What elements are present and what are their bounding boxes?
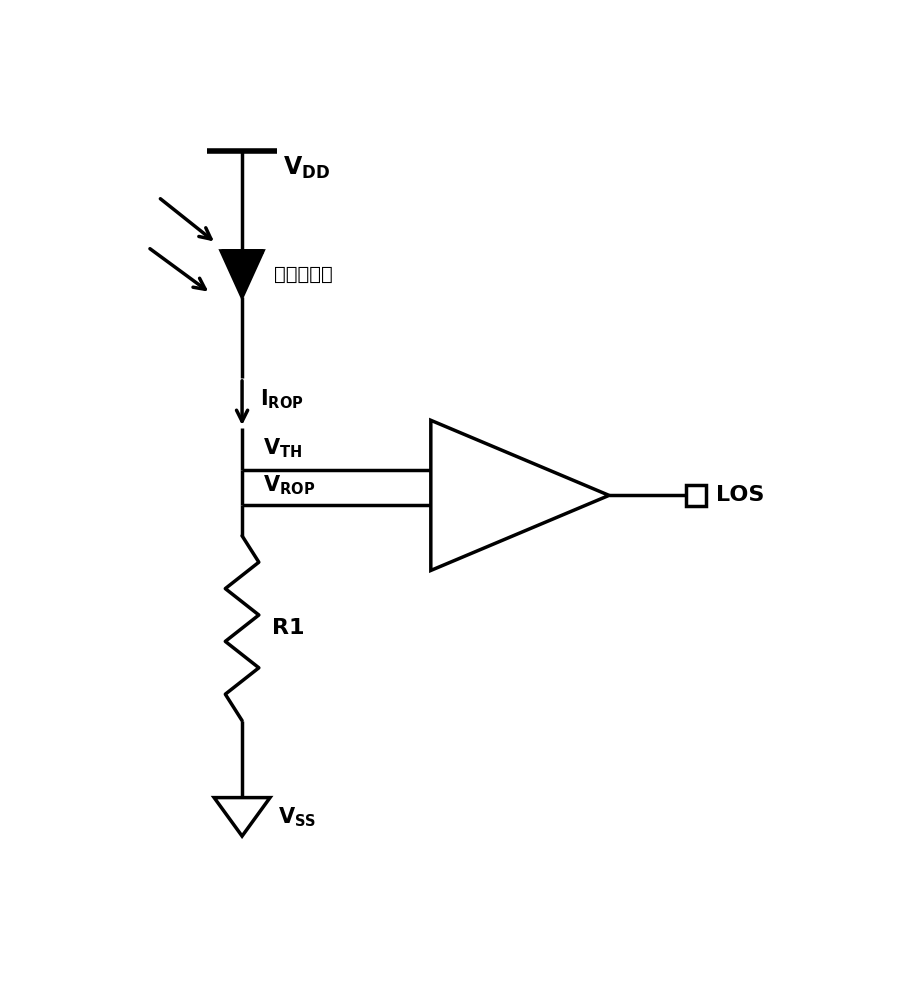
Text: $\mathbf{V_{DD}}$: $\mathbf{V_{DD}}$ (282, 155, 330, 181)
Text: −: − (445, 520, 464, 540)
Text: $\mathbf{I_{ROP}}$: $\mathbf{I_{ROP}}$ (260, 387, 303, 411)
Text: $\mathbf{V_{TH}}$: $\mathbf{V_{TH}}$ (263, 437, 302, 460)
Text: LOS: LOS (716, 485, 764, 505)
Polygon shape (221, 251, 263, 297)
Text: $\mathbf{V_{ROP}}$: $\mathbf{V_{ROP}}$ (263, 474, 315, 497)
Text: $\mathbf{V_{SS}}$: $\mathbf{V_{SS}}$ (279, 805, 317, 829)
Text: +: + (445, 451, 464, 471)
Bar (686, 485, 705, 506)
Polygon shape (431, 420, 609, 570)
Text: CMP: CMP (524, 478, 572, 497)
Polygon shape (214, 798, 270, 836)
Text: 光电二极管: 光电二极管 (273, 264, 332, 284)
Text: $\mathbf{R1}$: $\mathbf{R1}$ (272, 618, 305, 638)
